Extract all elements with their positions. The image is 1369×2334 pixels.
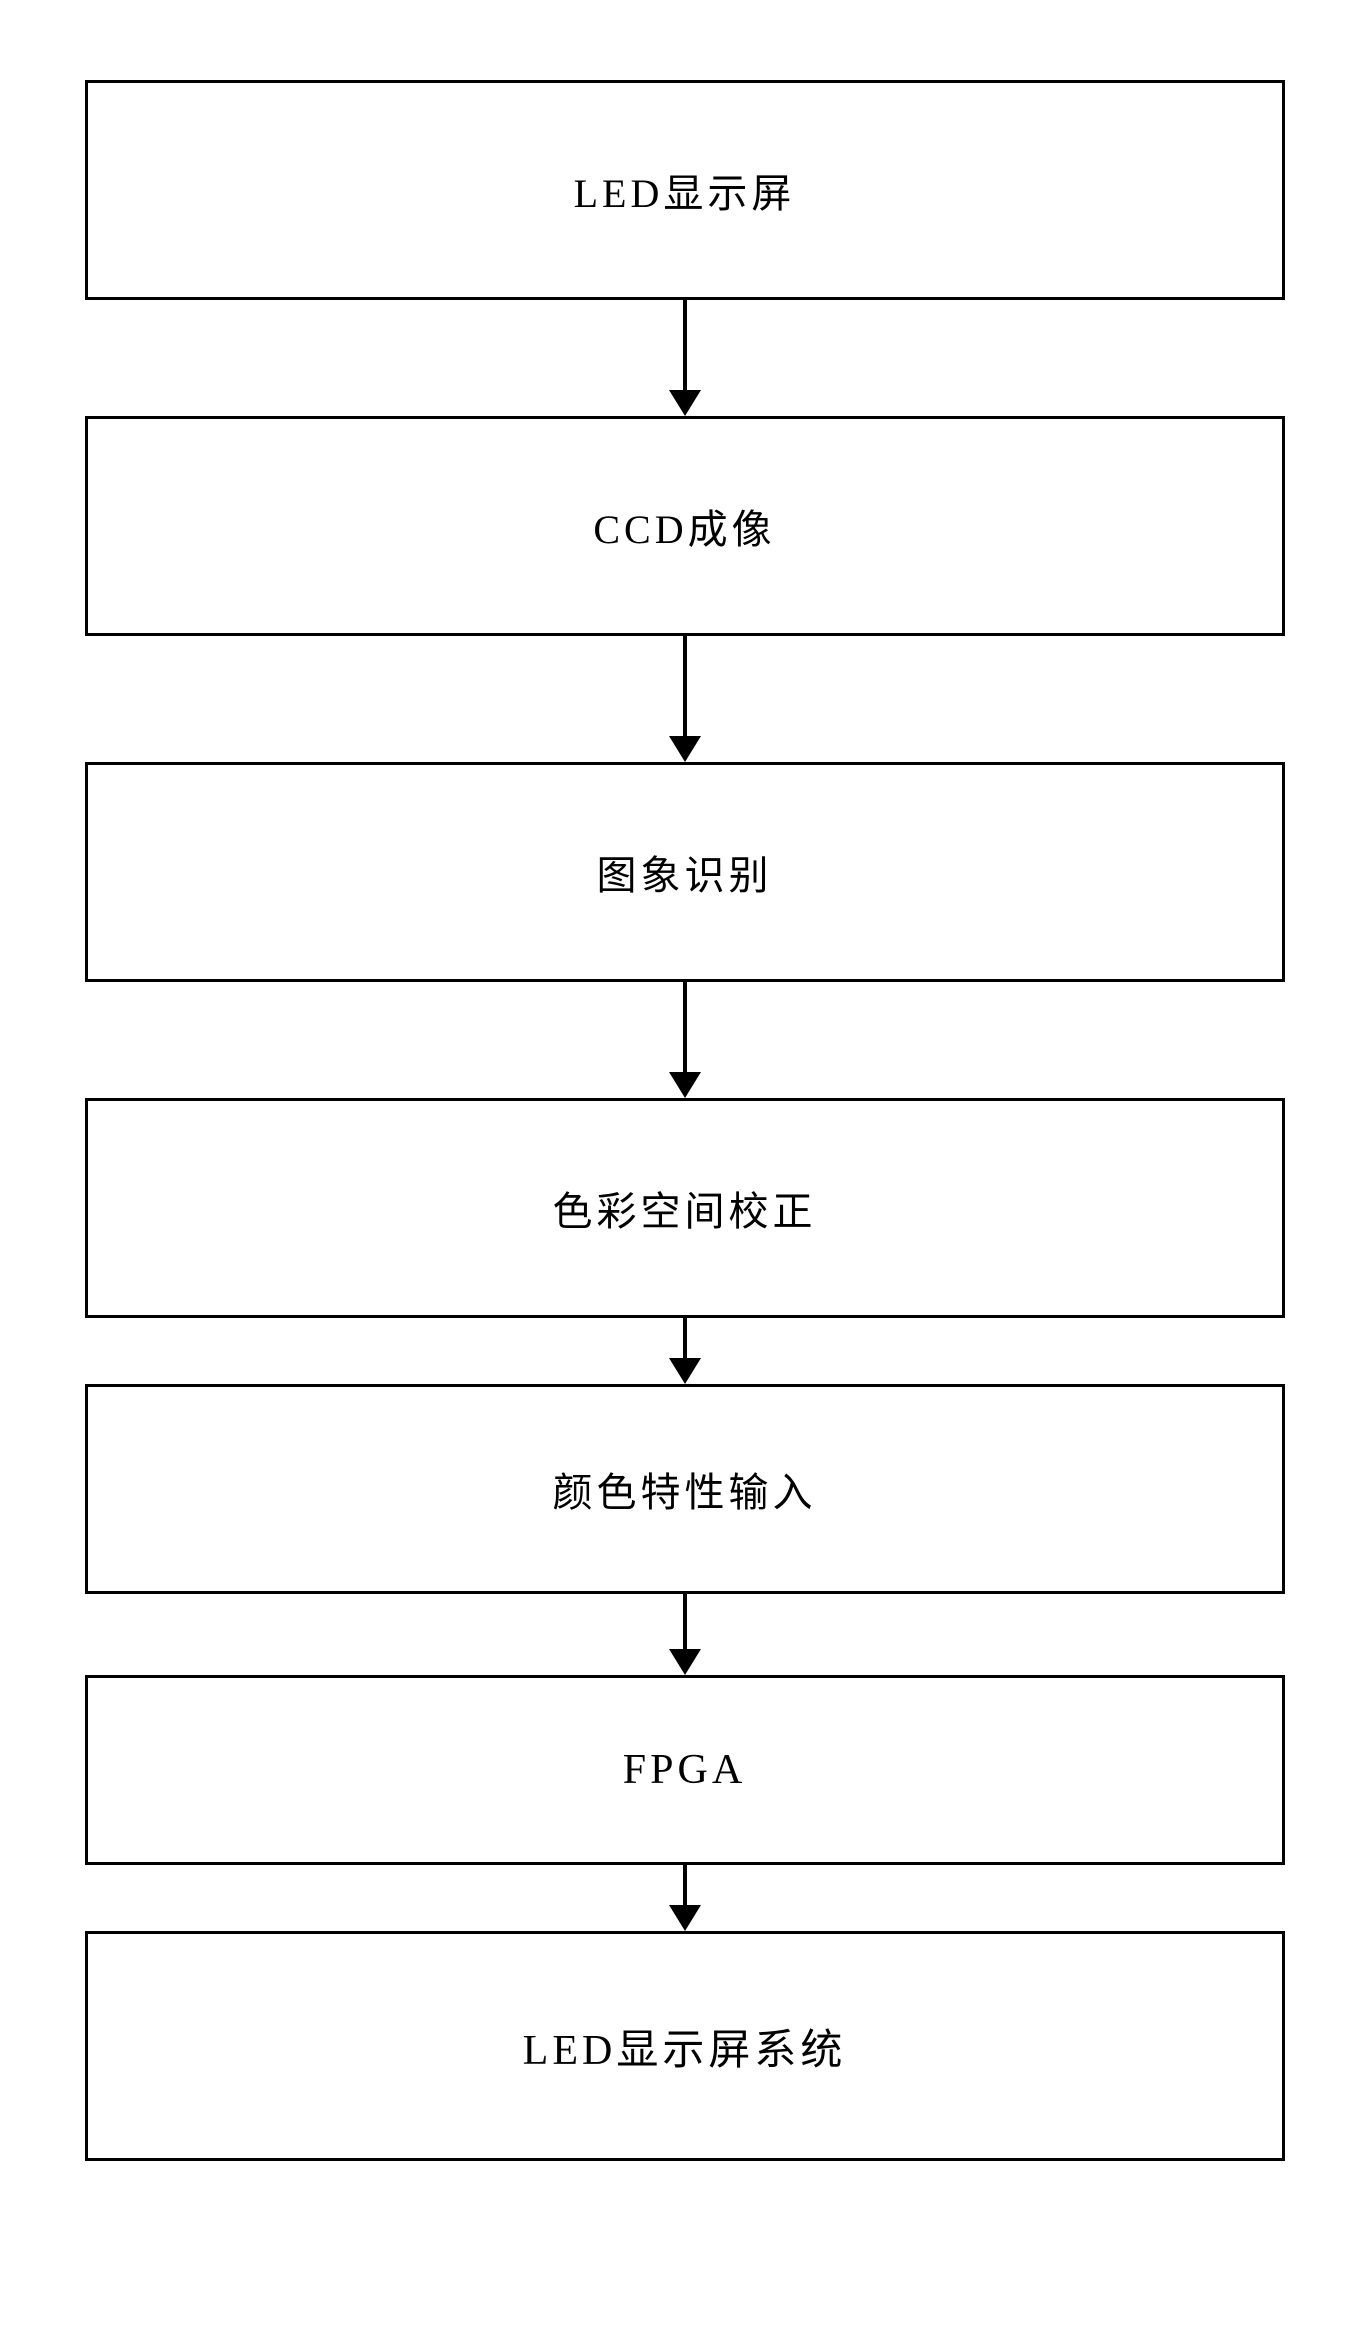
arrow-line — [683, 636, 687, 736]
flow-node-n3: 图象识别 — [85, 762, 1285, 982]
flow-node-n2: CCD成像 — [85, 416, 1285, 636]
flow-arrow — [669, 1318, 701, 1384]
flow-arrow — [669, 1865, 701, 1931]
flow-node-label: LED显示屏系统 — [523, 2016, 847, 2077]
arrow-head-icon — [669, 1905, 701, 1931]
arrow-line — [683, 982, 687, 1072]
flow-node-label: 颜色特性输入 — [553, 1460, 817, 1518]
flow-node-label: CCD成像 — [593, 497, 775, 555]
flow-arrow — [669, 636, 701, 762]
flow-arrow — [669, 300, 701, 416]
arrow-line — [683, 300, 687, 390]
flowchart-container: LED显示屏 CCD成像图象识别色彩空间校正颜色特性输入 FPGA LED显示屏系统 — [85, 80, 1285, 2161]
flow-node-label: LED显示屏 — [574, 161, 796, 219]
flow-node-label: 色彩空间校正 — [553, 1179, 817, 1237]
arrow-head-icon — [669, 390, 701, 416]
arrow-head-icon — [669, 736, 701, 762]
flow-arrow — [669, 982, 701, 1098]
flow-node-label: FPGA — [623, 1746, 746, 1794]
flow-node-n5: 颜色特性输入 — [85, 1384, 1285, 1594]
flow-arrow — [669, 1594, 701, 1675]
arrow-line — [683, 1318, 687, 1358]
flow-node-n1: LED显示屏 — [85, 80, 1285, 300]
arrow-head-icon — [669, 1358, 701, 1384]
flow-node-n4: 色彩空间校正 — [85, 1098, 1285, 1318]
arrow-head-icon — [669, 1649, 701, 1675]
flow-node-n7: LED显示屏系统 — [85, 1931, 1285, 2161]
arrow-line — [683, 1594, 687, 1649]
arrow-line — [683, 1865, 687, 1905]
flow-node-label: 图象识别 — [597, 843, 773, 901]
arrow-head-icon — [669, 1072, 701, 1098]
flow-node-n6: FPGA — [85, 1675, 1285, 1865]
